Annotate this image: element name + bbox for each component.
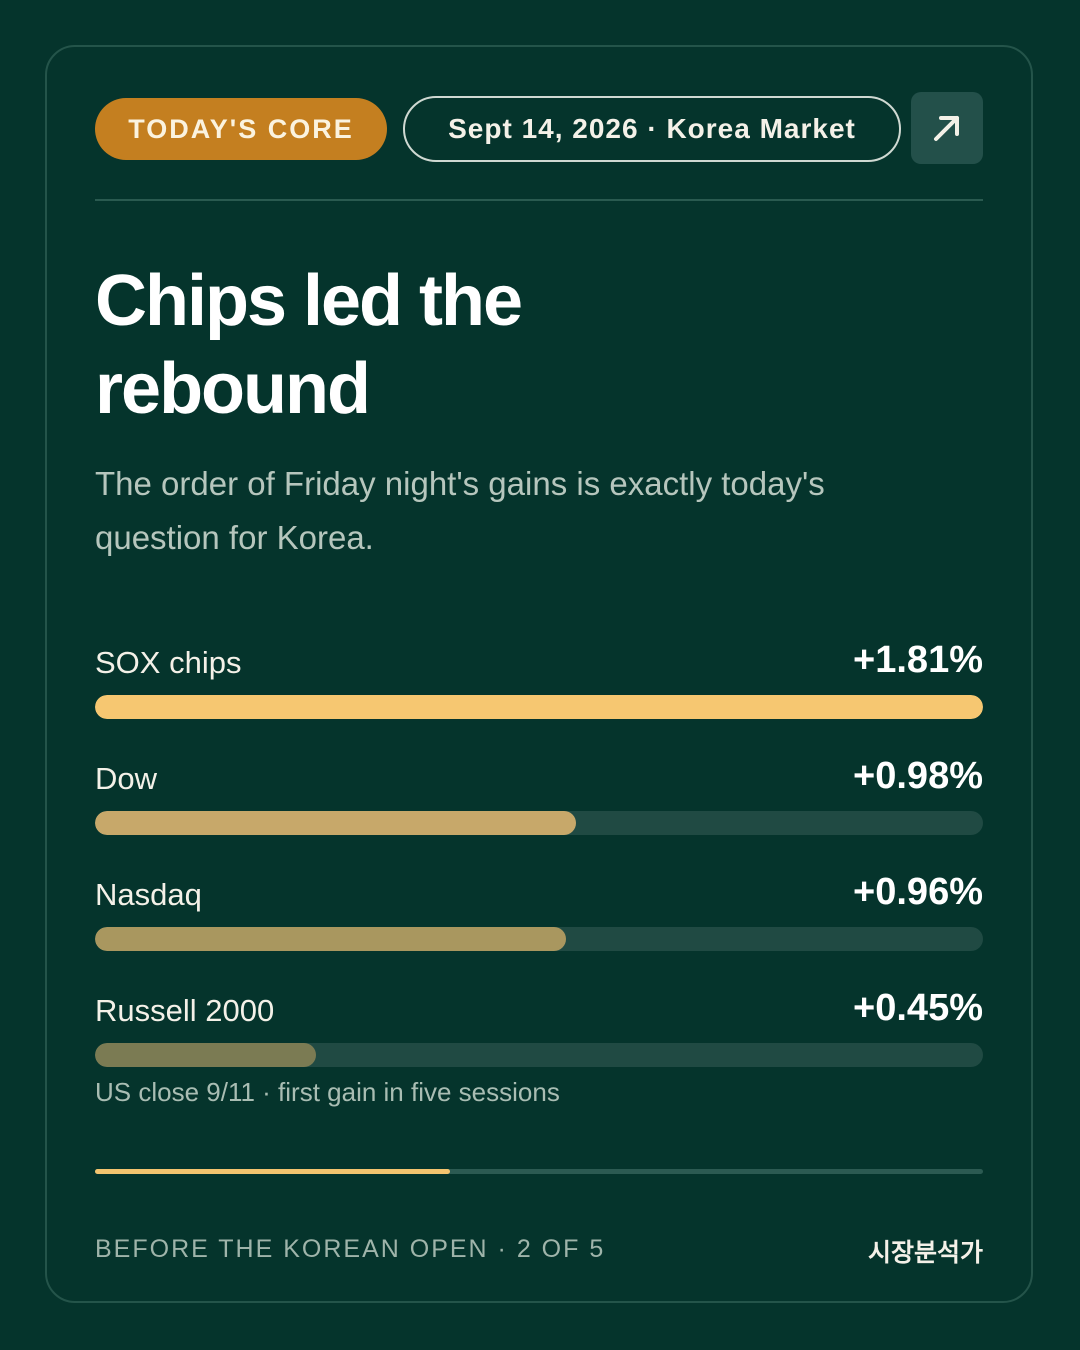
bar-track (95, 811, 983, 835)
headline-line-2: rebound (95, 349, 371, 429)
headline: Chips led the rebound (95, 257, 795, 433)
card-header: TODAY'S CORE Sept 14, 2026 · Korea Marke… (95, 92, 983, 166)
bar-fill-sox (95, 695, 983, 719)
bar-fill-dow (95, 811, 576, 835)
date-market-pill: Sept 14, 2026 · Korea Market (403, 96, 901, 162)
headline-line-1: Chips led the (95, 261, 523, 341)
bar-track (95, 927, 983, 951)
header-divider (95, 199, 983, 201)
story-card: TODAY'S CORE Sept 14, 2026 · Korea Marke… (45, 45, 1033, 1303)
story-progress-track (95, 1169, 983, 1174)
bar-fill-russell (95, 1043, 316, 1067)
card-content: TODAY'S CORE Sept 14, 2026 · Korea Marke… (95, 47, 983, 1301)
story-progress-fill (95, 1169, 451, 1174)
metric-row-dow: Dow +0.98% (95, 753, 983, 869)
metric-value: +0.45% (853, 987, 983, 1029)
author-label: 시장분석가 (867, 1239, 983, 1267)
story-position-label: BEFORE THE KOREAN OPEN · 2 OF 5 (95, 1235, 606, 1263)
metric-value: +0.96% (853, 871, 983, 913)
bar-track (95, 1043, 983, 1067)
metric-label: Dow (95, 761, 158, 796)
metric-row-nasdaq: Nasdaq +0.96% (95, 869, 983, 985)
metric-value: +0.98% (853, 755, 983, 797)
subtitle: The order of Friday night's gains is exa… (95, 465, 825, 556)
bar-track (95, 695, 983, 719)
bar-fill-nasdaq (95, 927, 566, 951)
todays-core-badge: TODAY'S CORE (95, 98, 387, 160)
chart-footnote: US close 9/11 · first gain in five sessi… (95, 1077, 560, 1107)
metric-row-russell: Russell 2000 +0.45% (95, 985, 983, 1101)
share-button[interactable] (911, 92, 983, 164)
arrow-up-right-icon (934, 116, 959, 141)
metric-row-sox: SOX chips +1.81% (95, 637, 983, 753)
metric-label: SOX chips (95, 645, 242, 680)
metric-value: +1.81% (853, 639, 983, 681)
metric-label: Nasdaq (95, 877, 202, 912)
index-bar-chart: SOX chips +1.81% Dow +0.98% Nasdaq +0.96… (95, 637, 983, 1101)
metric-label: Russell 2000 (95, 993, 275, 1028)
